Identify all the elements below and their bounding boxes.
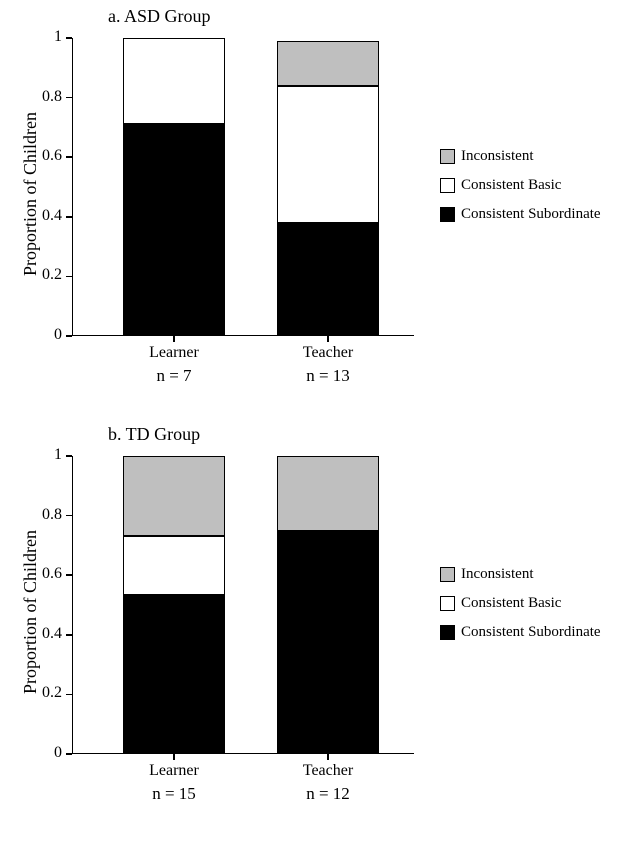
x-tick-label: Teacher (268, 344, 388, 362)
y-tick-label: 1 (26, 446, 62, 464)
bar-segment (277, 41, 379, 86)
legend-label: Inconsistent (461, 148, 534, 165)
y-tick (66, 694, 72, 696)
legend-swatch (440, 567, 455, 582)
legend-label: Consistent Subordinate (461, 206, 601, 223)
y-tick-label: 0.8 (26, 506, 62, 524)
y-tick (66, 574, 72, 576)
legend-swatch (440, 596, 455, 611)
legend-item: Consistent Subordinate (440, 206, 601, 223)
bar-segment (277, 531, 379, 755)
bar-group (277, 456, 379, 754)
legend-label: Consistent Basic (461, 595, 561, 612)
bar-group (277, 38, 379, 336)
panel-title: a. ASD Group (108, 6, 211, 27)
y-axis-label: Proportion of Children (20, 530, 41, 694)
y-tick-label: 0 (26, 326, 62, 344)
y-tick (66, 515, 72, 517)
y-tick (66, 276, 72, 278)
legend-label: Consistent Basic (461, 177, 561, 194)
bar-segment (123, 124, 225, 336)
x-sub-label: n = 13 (268, 366, 388, 386)
y-tick-label: 0 (26, 744, 62, 762)
y-tick (66, 753, 72, 755)
x-tick-label: Teacher (268, 762, 388, 780)
legend: Inconsistent Consistent Basic Consistent S… (440, 566, 601, 653)
x-sub-label: n = 12 (268, 784, 388, 804)
y-tick (66, 634, 72, 636)
bar-segment (123, 38, 225, 124)
bar-group (123, 38, 225, 336)
legend-item: Consistent Basic (440, 595, 601, 612)
bar-segment (123, 595, 225, 754)
x-tick (173, 754, 175, 760)
legend-item: Inconsistent (440, 566, 601, 583)
x-tick (327, 336, 329, 342)
y-tick (66, 156, 72, 158)
x-tick-label: Learner (114, 344, 234, 362)
x-tick (173, 336, 175, 342)
legend-swatch (440, 207, 455, 222)
legend-label: Consistent Subordinate (461, 624, 601, 641)
legend-item: Consistent Subordinate (440, 624, 601, 641)
panel-title: b. TD Group (108, 424, 200, 445)
legend-swatch (440, 625, 455, 640)
legend: Inconsistent Consistent Basic Consistent S… (440, 148, 601, 235)
legend-item: Consistent Basic (440, 177, 601, 194)
bar-group (123, 456, 225, 754)
legend-label: Inconsistent (461, 566, 534, 583)
x-sub-label: n = 7 (114, 366, 234, 386)
bar-segment (277, 86, 379, 223)
x-tick-label: Learner (114, 762, 234, 780)
x-tick (327, 754, 329, 760)
y-tick (66, 97, 72, 99)
legend-item: Inconsistent (440, 148, 601, 165)
y-tick (66, 335, 72, 337)
bar-segment (277, 456, 379, 531)
bar-segment (123, 536, 225, 596)
y-axis-label: Proportion of Children (20, 112, 41, 276)
y-tick-label: 0.8 (26, 88, 62, 106)
y-tick-label: 1 (26, 28, 62, 46)
y-tick (66, 455, 72, 457)
bar-segment (277, 223, 379, 336)
legend-swatch (440, 149, 455, 164)
bar-segment (123, 456, 225, 536)
y-tick (66, 37, 72, 39)
legend-swatch (440, 178, 455, 193)
y-tick (66, 216, 72, 218)
x-sub-label: n = 15 (114, 784, 234, 804)
